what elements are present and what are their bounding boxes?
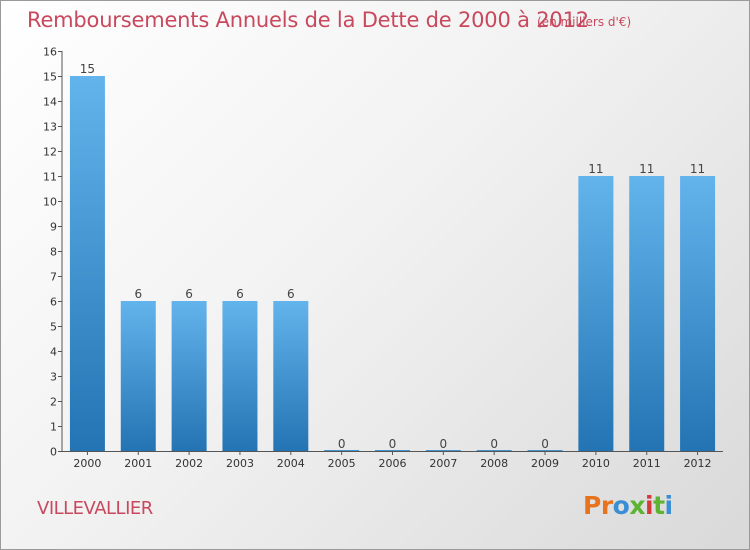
data-label: 15	[80, 62, 95, 76]
data-label: 11	[639, 162, 654, 176]
chart-title: Remboursements Annuels de la Dette de 20…	[27, 8, 589, 32]
bar	[171, 301, 207, 451]
x-tick-label: 2000	[73, 457, 101, 470]
data-label: 6	[134, 287, 142, 301]
chart-labels: 2000 15 2001 6 2002 6 2003 6 2004 6 2005 0 2006 0 2007…	[73, 62, 711, 470]
data-label: 0	[338, 437, 346, 451]
logo-letter: P	[583, 491, 601, 520]
data-label: 0	[440, 437, 448, 451]
y-tick-label: 15	[43, 71, 57, 84]
data-label: 0	[490, 437, 498, 451]
y-tick-label: 11	[43, 171, 57, 184]
y-tick-label: 12	[43, 146, 57, 159]
chart-unit-label: (en milliers d'€)	[537, 15, 632, 29]
x-tick-label: 2006	[379, 457, 407, 470]
logo-letter: i	[664, 491, 674, 520]
x-tick-label: 2005	[328, 457, 356, 470]
bar	[120, 301, 156, 451]
y-tick-label: 4	[50, 346, 57, 359]
x-tick-label: 2004	[277, 457, 305, 470]
x-tick-label: 2012	[684, 457, 712, 470]
y-tick-label: 5	[50, 321, 57, 334]
logo-letter: x	[629, 491, 645, 520]
logo-letter: i	[645, 491, 654, 520]
bar	[680, 176, 716, 451]
y-tick-label: 6	[50, 296, 57, 309]
y-tick-label: 16	[43, 46, 57, 59]
data-label: 11	[690, 162, 705, 176]
bar	[375, 450, 410, 451]
bar	[69, 76, 105, 451]
bar	[527, 450, 563, 451]
bar	[273, 301, 309, 451]
proxiti-logo: Proxiti	[583, 491, 673, 520]
y-tick-label: 9	[50, 221, 57, 234]
bar	[222, 301, 258, 451]
data-label: 11	[588, 162, 603, 176]
y-tick-label: 3	[50, 371, 57, 384]
data-label: 6	[236, 287, 244, 301]
x-tick-label: 2009	[531, 457, 559, 470]
x-tick-label: 2011	[633, 457, 661, 470]
x-tick-label: 2002	[175, 457, 203, 470]
y-tick-label: 13	[43, 121, 57, 134]
data-label: 0	[541, 437, 549, 451]
bar	[578, 176, 614, 451]
bar	[324, 450, 360, 451]
commune-name: VILLEVALLIER	[37, 498, 153, 519]
x-tick-label: 2003	[226, 457, 254, 470]
x-tick-label: 2001	[124, 457, 152, 470]
y-tick-label: 1	[50, 421, 57, 434]
y-tick-label: 2	[50, 396, 57, 409]
y-tick-label: 0	[50, 446, 57, 459]
data-label: 6	[287, 287, 295, 301]
x-tick-label: 2008	[480, 457, 508, 470]
data-label: 0	[389, 437, 397, 451]
data-label: 6	[185, 287, 193, 301]
bar	[476, 450, 512, 451]
logo-letter: t	[653, 491, 665, 520]
chart-bars	[69, 76, 716, 451]
y-tick-label: 10	[43, 196, 57, 209]
x-tick-label: 2010	[582, 457, 610, 470]
y-tick-label: 7	[50, 271, 57, 284]
y-tick-label: 14	[43, 96, 57, 109]
x-tick-label: 2007	[429, 457, 457, 470]
bar	[629, 176, 665, 451]
y-tick-label: 8	[50, 246, 57, 259]
logo-letter: o	[612, 491, 630, 520]
bar	[425, 450, 461, 451]
logo-letter: r	[600, 491, 613, 520]
